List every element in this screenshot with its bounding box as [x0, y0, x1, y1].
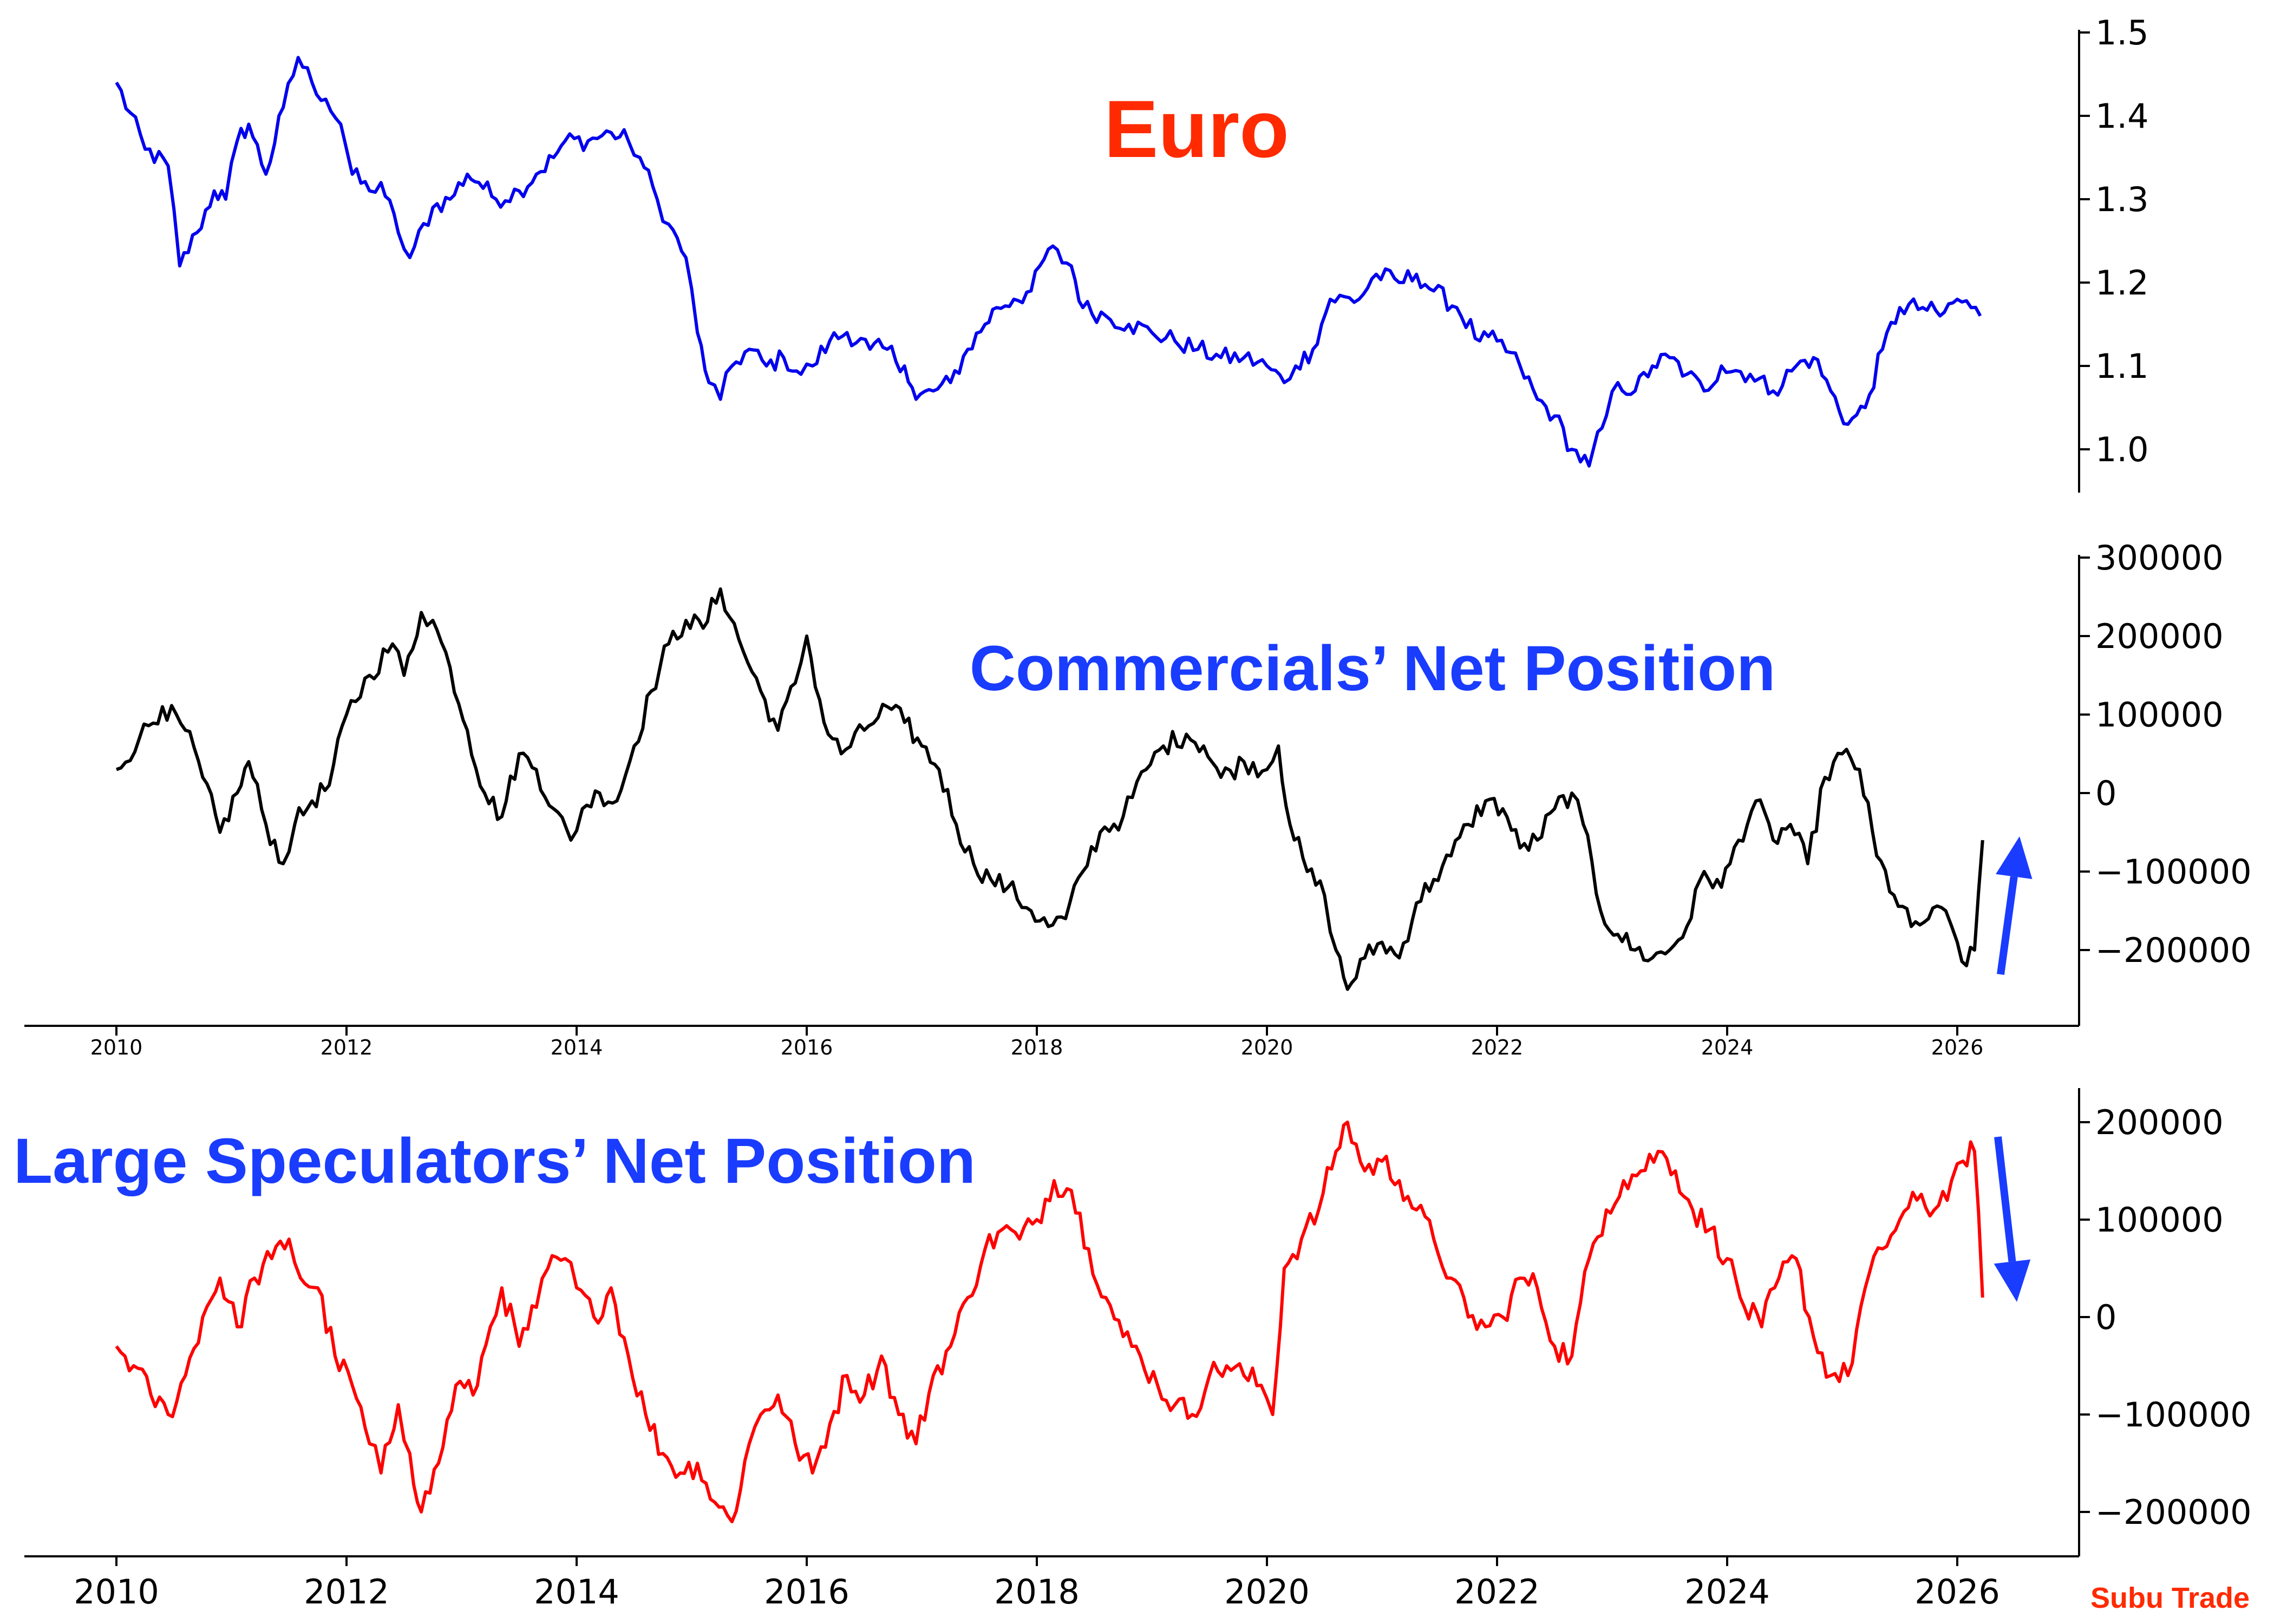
x-tick-label: 2018: [1011, 1036, 1063, 1059]
y-tick-label: 1.5: [2095, 13, 2149, 53]
x-tick-label: 2026: [1914, 1572, 2000, 1612]
y-tick-label: 1.4: [2095, 96, 2149, 136]
y-tick-label: 100000: [2095, 1200, 2224, 1240]
y-tick-label: 0: [2095, 1298, 2116, 1337]
annotation-arrow-shaft: [1997, 876, 2018, 975]
y-tick-label: −100000: [2095, 1395, 2252, 1435]
commercials-panel: 300000 200000 100000 0 −100000 −200000 2010 201…: [24, 538, 2252, 1059]
x-tick-label: 2016: [764, 1572, 850, 1612]
y-tick-label: 1.0: [2095, 430, 2149, 469]
x-tick-label: 2016: [781, 1036, 833, 1059]
series-line: [115, 1121, 1984, 1523]
y-tick-label: 300000: [2095, 538, 2224, 578]
y-tick-label: −200000: [2095, 931, 2252, 970]
x-tick-label: 2022: [1454, 1572, 1540, 1612]
x-tick-label: 2020: [1241, 1036, 1293, 1059]
x-tick-label: 2012: [321, 1036, 373, 1059]
x-tick-label: 2010: [74, 1572, 159, 1612]
annotation-arrow-head: [1994, 1259, 2031, 1302]
x-tick-label: 2014: [534, 1572, 619, 1612]
y-tick-label: 200000: [2095, 617, 2224, 656]
series-line: [115, 56, 1982, 468]
credit-label: Subu Trade: [2090, 1582, 2250, 1614]
y-tick-label: −200000: [2095, 1492, 2252, 1532]
y-tick-label: 1.3: [2095, 180, 2149, 219]
y-tick-label: 1.2: [2095, 263, 2149, 303]
y-tick-label: 100000: [2095, 695, 2224, 735]
x-tick-label: 2018: [994, 1572, 1080, 1612]
x-tick-label: 2026: [1931, 1036, 1984, 1059]
chart-title: Commercials’ Net Position: [970, 633, 1776, 704]
x-tick-label: 2022: [1471, 1036, 1524, 1059]
y-tick-label: −100000: [2095, 852, 2252, 892]
annotation-arrow-shaft: [1994, 1136, 2016, 1262]
y-tick-label: 1.1: [2095, 346, 2149, 386]
x-tick-label: 2024: [1684, 1572, 1770, 1612]
x-tick-label: 2020: [1224, 1572, 1310, 1612]
speculators-panel: 200000 100000 0 −100000 −200000 2010 2012 2014 2…: [14, 1088, 2252, 1612]
euro-panel: 1.0 1.1 1.2 1.3 1.4 1.5 Euro: [115, 13, 2149, 493]
x-tick-label: 2012: [304, 1572, 389, 1612]
series-line: [116, 587, 1984, 991]
x-tick-label: 2014: [551, 1036, 603, 1059]
y-tick-label: 0: [2095, 774, 2116, 813]
x-tick-label: 2010: [90, 1036, 143, 1059]
y-tick-label: 200000: [2095, 1103, 2224, 1142]
annotation-arrow-head: [1996, 836, 2033, 879]
x-tick-label: 2024: [1701, 1036, 1754, 1059]
chart-title: Large Speculators’ Net Position: [14, 1125, 976, 1197]
chart-title: Euro: [1104, 83, 1289, 174]
